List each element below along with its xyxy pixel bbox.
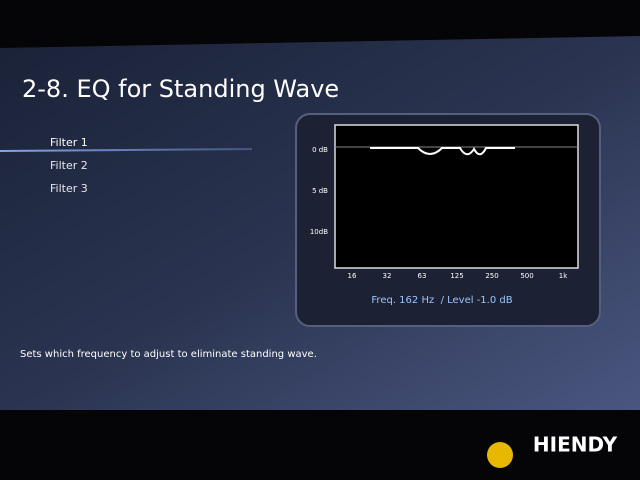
y-label: 0 dB <box>312 146 328 154</box>
y-label: 5 dB <box>312 187 328 195</box>
x-label: 32 <box>383 272 392 280</box>
x-label: 16 <box>348 272 357 280</box>
graph-area <box>334 124 579 269</box>
selection-line <box>0 148 253 152</box>
y-label: 10dB <box>310 228 328 236</box>
x-label: 250 <box>485 272 498 280</box>
menu-item[interactable]: Filter 3 <box>50 182 88 195</box>
x-label: 63 <box>418 272 427 280</box>
watermark-logo <box>487 442 513 468</box>
x-label: 125 <box>450 272 463 280</box>
status-text: Freq. 162 Hz / Level -1.0 dB <box>371 295 512 306</box>
menu-item[interactable]: Filter 1 <box>50 136 88 149</box>
x-label: 500 <box>520 272 533 280</box>
menu-item[interactable]: Filter 2 <box>50 159 88 172</box>
help-text: Sets which frequency to adjust to elimin… <box>20 349 317 360</box>
eq-curve <box>370 147 515 156</box>
x-label: 1k <box>559 272 568 280</box>
title: 2-8. EQ for Standing Wave <box>22 75 339 103</box>
watermark: HIENDY <box>533 433 618 457</box>
